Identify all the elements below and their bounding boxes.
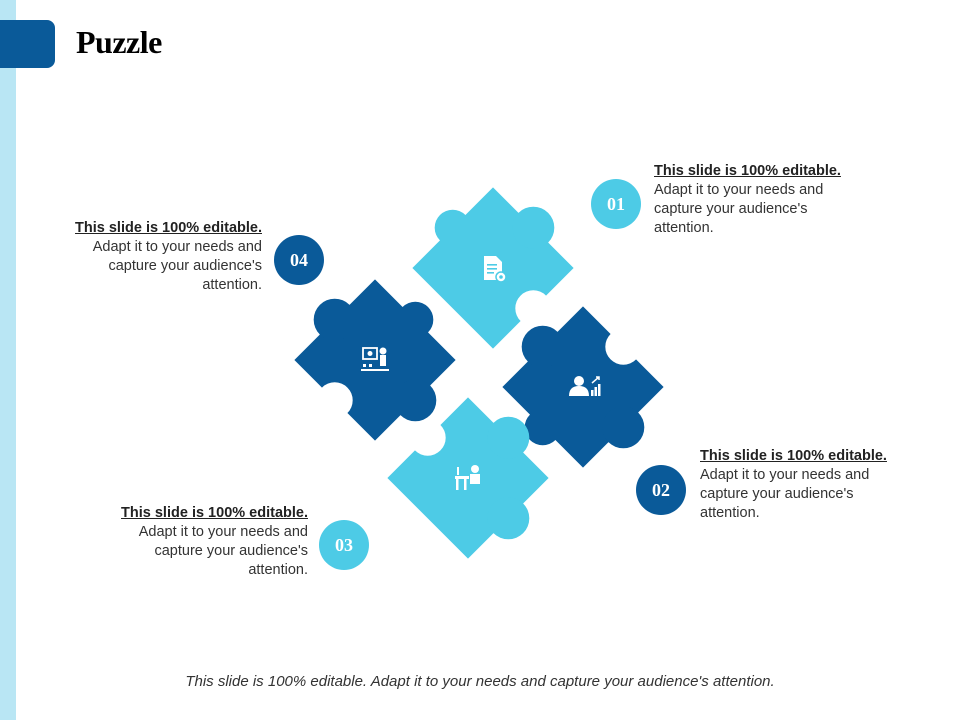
puzzle-piece-01 bbox=[412, 187, 574, 349]
presentation-icon bbox=[361, 347, 389, 371]
text-body-02: Adapt it to your needs and capture your … bbox=[700, 467, 870, 521]
document-gear-icon bbox=[484, 256, 507, 283]
text-block-01: This slide is 100% editable. Adapt it to… bbox=[654, 162, 869, 238]
left-accent-band bbox=[0, 0, 16, 720]
text-body-01: Adapt it to your needs and capture your … bbox=[654, 182, 824, 236]
step-badge-03: 03 bbox=[319, 520, 369, 570]
puzzle-piece-04 bbox=[294, 279, 456, 441]
businessman-growth-icon bbox=[569, 376, 601, 396]
page-title: Puzzle bbox=[76, 24, 162, 60]
text-block-02: This slide is 100% editable. Adapt it to… bbox=[700, 447, 915, 523]
text-heading-03: This slide is 100% editable. bbox=[121, 505, 308, 521]
text-body-04: Adapt it to your needs and capture your … bbox=[92, 239, 262, 293]
footer-note: This slide is 100% editable. Adapt it to… bbox=[185, 673, 775, 690]
text-block-04: This slide is 100% editable. Adapt it to… bbox=[47, 219, 262, 295]
step-badge-01: 01 bbox=[591, 179, 641, 229]
text-block-03: This slide is 100% editable. Adapt it to… bbox=[93, 504, 308, 580]
text-body-03: Adapt it to your needs and capture your … bbox=[138, 524, 308, 578]
step-badge-04: 04 bbox=[274, 235, 324, 285]
person-at-desk-icon bbox=[455, 465, 480, 490]
text-heading-01: This slide is 100% editable. bbox=[654, 163, 841, 179]
puzzle-piece-02 bbox=[502, 306, 664, 468]
text-heading-04: This slide is 100% editable. bbox=[75, 220, 262, 236]
text-heading-02: This slide is 100% editable. bbox=[700, 448, 887, 464]
step-badge-02: 02 bbox=[636, 465, 686, 515]
title-accent-tab bbox=[0, 20, 55, 68]
